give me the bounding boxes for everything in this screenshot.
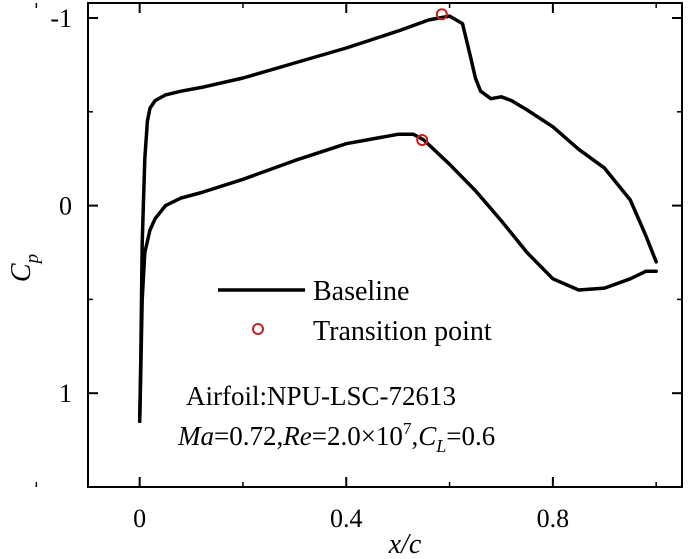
transition-point-marker	[435, 8, 448, 21]
ticks: 0 0.4 0.8 -1 0 1	[35, 3, 682, 533]
transition-point-marker	[416, 133, 429, 146]
legend: Baseline Transition point	[218, 276, 492, 347]
x-tick-label: 0	[133, 504, 146, 533]
y-tick-label: 1	[59, 379, 72, 408]
baseline-lower-surface-line	[137, 132, 658, 424]
legend-baseline-label: Baseline	[313, 276, 409, 307]
x-tick-label: 0.4	[330, 504, 363, 533]
plot-frame	[87, 2, 683, 488]
conditions-annotation: Ma=0.72,Re=2.0×107,CL=0.6	[177, 419, 495, 456]
airfoil-annotation: Airfoil:NPU-LSC-72613	[186, 381, 456, 411]
y-axis-title: Cp	[6, 254, 43, 282]
y-tick-label: -1	[50, 4, 72, 33]
legend-transition-marker	[252, 323, 264, 335]
y-tick-label: 0	[59, 192, 72, 221]
legend-transition-label: Transition point	[313, 316, 492, 347]
curves	[137, 14, 658, 424]
x-axis-title: x/c	[388, 529, 422, 559]
baseline-upper-surface-line	[137, 14, 658, 424]
markers	[416, 8, 448, 146]
x-tick-label: 0.8	[537, 504, 570, 533]
